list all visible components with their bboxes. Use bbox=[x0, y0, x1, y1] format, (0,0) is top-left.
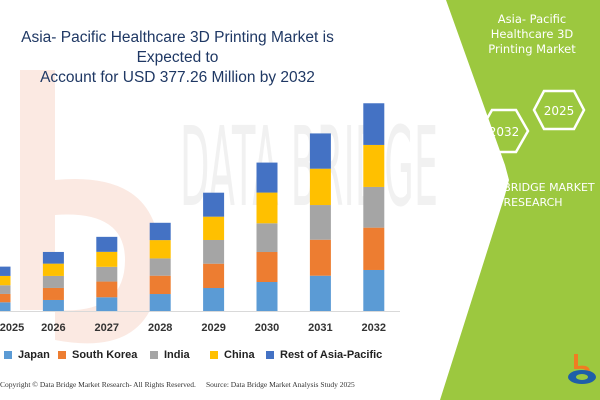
bar-segment-2026-south-korea bbox=[42, 287, 64, 300]
title-line-1: Asia- Pacific Healthcare 3D Printing Mar… bbox=[21, 29, 334, 66]
chart-title: Asia- Pacific Healthcare 3D Printing Mar… bbox=[0, 28, 355, 88]
side-panel-heading: Asia- Pacific Healthcare 3D Printing Mar… bbox=[468, 12, 596, 57]
bar-segment-2027-china bbox=[96, 251, 118, 267]
legend-swatch bbox=[266, 351, 274, 359]
bar-segment-2029-japan bbox=[203, 288, 225, 311]
x-tick-label: 2030 bbox=[255, 322, 279, 334]
bar-segment-2032-japan bbox=[363, 269, 385, 311]
bar-segment-2031-japan bbox=[309, 275, 331, 311]
legend-item: China bbox=[210, 349, 255, 361]
bar-segment-2027-japan bbox=[96, 297, 118, 311]
x-tick-label: 2029 bbox=[201, 322, 225, 334]
bar-segment-2029-south-korea bbox=[203, 263, 225, 289]
bar-segment-2029-rest-of-asia-pacific bbox=[203, 192, 225, 217]
hexagon-2032 bbox=[478, 108, 530, 154]
bar-segment-2032-rest-of-asia-pacific bbox=[363, 103, 385, 145]
bar-segment-2025-rest-of-asia-pacific bbox=[0, 266, 11, 276]
bar-segment-2027-rest-of-asia-pacific bbox=[96, 236, 118, 252]
bar-segment-2025-south-korea bbox=[0, 293, 11, 303]
bar-segment-2026-japan bbox=[42, 299, 64, 311]
watermark-logo bbox=[20, 70, 160, 344]
bar-segment-2029-india bbox=[203, 239, 225, 264]
bar-segment-2031-india bbox=[309, 205, 331, 240]
heading-line-2: Printing Market bbox=[488, 42, 576, 56]
bar-segment-2025-india bbox=[0, 285, 11, 294]
bar-segment-2028-china bbox=[149, 240, 171, 259]
bar-segment-2030-japan bbox=[256, 282, 278, 311]
bar-segment-2032-india bbox=[363, 186, 385, 228]
legend-item: India bbox=[150, 349, 190, 361]
side-panel-brand: DATA BRIDGE MARKET RESEARCH bbox=[470, 180, 596, 210]
bar-segment-2027-south-korea bbox=[96, 281, 118, 298]
brand-logo-icon bbox=[568, 354, 596, 384]
bar-segment-2026-rest-of-asia-pacific bbox=[42, 251, 64, 264]
legend-swatch bbox=[210, 351, 218, 359]
bar-segment-2030-china bbox=[256, 192, 278, 224]
bar-segment-2031-south-korea bbox=[309, 239, 331, 276]
legend-label: Rest of Asia-Pacific bbox=[280, 349, 383, 361]
bar-segment-2031-china bbox=[309, 168, 331, 206]
source-text: Source: Data Bridge Market Analysis Stud… bbox=[206, 380, 355, 389]
bar-segment-2028-japan bbox=[149, 294, 171, 311]
x-tick-label: 2031 bbox=[308, 322, 332, 334]
heading-line-1: Asia- Pacific Healthcare 3D bbox=[490, 12, 574, 41]
legend-item: Rest of Asia-Pacific bbox=[266, 349, 382, 361]
x-tick-label: 2026 bbox=[41, 322, 65, 334]
bar-segment-2030-rest-of-asia-pacific bbox=[256, 162, 278, 193]
bar-segment-2032-china bbox=[363, 144, 385, 187]
bar-segment-2031-rest-of-asia-pacific bbox=[309, 133, 331, 169]
hex-year-2025: 2025 bbox=[544, 104, 575, 118]
legend-swatch bbox=[58, 351, 66, 359]
bar-segment-2028-south-korea bbox=[149, 275, 171, 295]
brand-line-2: RESEARCH bbox=[503, 196, 563, 209]
hexagon-2025 bbox=[532, 89, 586, 131]
legend-label: South Korea bbox=[72, 349, 138, 361]
legend-label: India bbox=[164, 349, 190, 361]
bar-segment-2025-japan bbox=[0, 302, 11, 311]
legend-item: Japan bbox=[4, 349, 50, 361]
brand-line-1: DATA BRIDGE MARKET bbox=[471, 181, 595, 194]
copyright-text: Copyright © Data Bridge Market Research-… bbox=[0, 380, 196, 389]
bar-segment-2028-rest-of-asia-pacific bbox=[149, 222, 171, 241]
bar-segment-2028-india bbox=[149, 258, 171, 276]
x-tick-label: 2027 bbox=[95, 322, 119, 334]
bar-segment-2030-india bbox=[256, 223, 278, 253]
x-tick-label: 2025 bbox=[0, 322, 24, 334]
bar-segment-2030-south-korea bbox=[256, 252, 278, 283]
legend-label: China bbox=[224, 349, 255, 361]
hexagons: 2032 2025 bbox=[478, 89, 586, 154]
x-tick-label: 2028 bbox=[148, 322, 172, 334]
bar-segment-2026-china bbox=[42, 263, 64, 276]
legend-swatch bbox=[4, 351, 12, 359]
legend-swatch bbox=[150, 351, 158, 359]
x-tick-label: 2032 bbox=[362, 322, 386, 334]
legend-item: South Korea bbox=[58, 349, 137, 361]
hex-year-2032: 2032 bbox=[489, 125, 520, 139]
bar-segment-2032-south-korea bbox=[363, 227, 385, 270]
legend-label: Japan bbox=[18, 349, 50, 361]
bar-segment-2026-india bbox=[42, 275, 64, 288]
title-line-2: Account for USD 377.26 Million by 2032 bbox=[40, 69, 315, 86]
bar-segment-2027-india bbox=[96, 266, 118, 282]
bar-segment-2025-china bbox=[0, 275, 11, 286]
bar-segment-2029-china bbox=[203, 216, 225, 240]
